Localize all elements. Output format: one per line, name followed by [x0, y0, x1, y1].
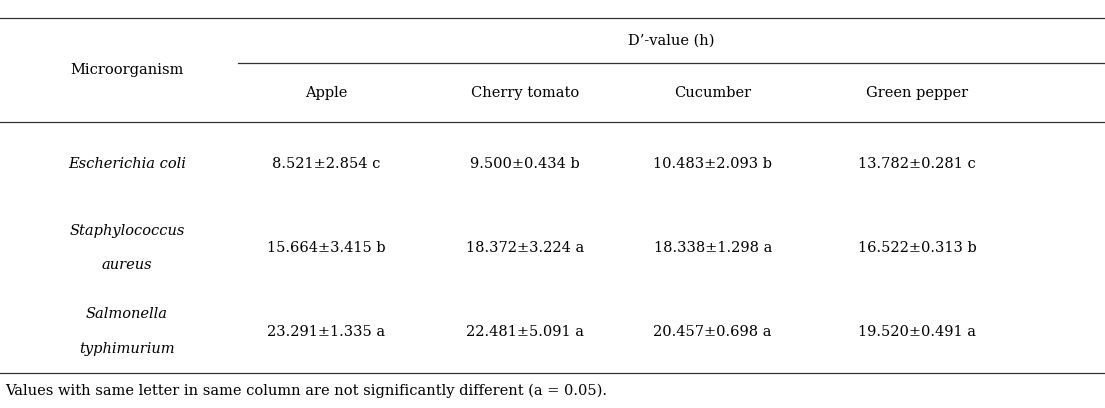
Text: 23.291±1.335 a: 23.291±1.335 a	[267, 324, 385, 339]
Text: Cucumber: Cucumber	[674, 86, 751, 100]
Text: Apple: Apple	[305, 86, 347, 100]
Text: 16.522±0.313 b: 16.522±0.313 b	[857, 241, 977, 255]
Text: 8.521±2.854 c: 8.521±2.854 c	[272, 157, 380, 171]
Text: 22.481±5.091 a: 22.481±5.091 a	[466, 324, 583, 339]
Text: typhimurium: typhimurium	[80, 341, 175, 356]
Text: Microorganism: Microorganism	[71, 63, 183, 78]
Text: 18.338±1.298 a: 18.338±1.298 a	[653, 241, 772, 255]
Text: Values with same letter in same column are not significantly different (a = 0.05: Values with same letter in same column a…	[6, 384, 608, 398]
Text: Salmonella: Salmonella	[86, 307, 168, 322]
Text: 15.664±3.415 b: 15.664±3.415 b	[266, 241, 386, 255]
Text: 13.782±0.281 c: 13.782±0.281 c	[859, 157, 976, 171]
Text: 19.520±0.491 a: 19.520±0.491 a	[859, 324, 976, 339]
Text: Green pepper: Green pepper	[866, 86, 968, 100]
Text: 20.457±0.698 a: 20.457±0.698 a	[653, 324, 772, 339]
Text: Escherichia coli: Escherichia coli	[69, 157, 186, 171]
Text: 18.372±3.224 a: 18.372±3.224 a	[465, 241, 585, 255]
Text: Cherry tomato: Cherry tomato	[471, 86, 579, 100]
Text: D’-value (h): D’-value (h)	[628, 34, 715, 48]
Text: aureus: aureus	[102, 258, 152, 272]
Text: Staphylococcus: Staphylococcus	[70, 224, 185, 238]
Text: 9.500±0.434 b: 9.500±0.434 b	[470, 157, 580, 171]
Text: 10.483±2.093 b: 10.483±2.093 b	[653, 157, 772, 171]
